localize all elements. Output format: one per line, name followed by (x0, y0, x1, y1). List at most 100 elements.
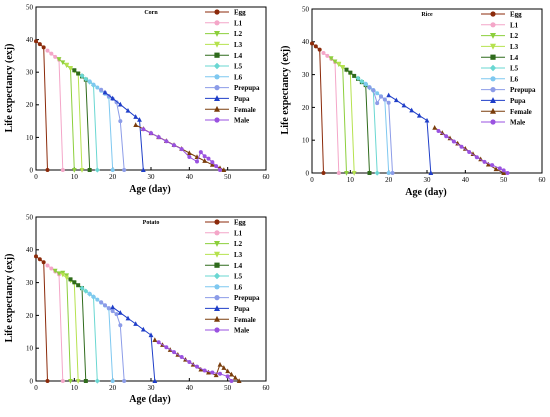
legend-entry: L4 (481, 54, 519, 62)
series-l1 (45, 263, 65, 383)
data-point (110, 309, 115, 314)
legend-marker (214, 31, 220, 37)
legend-entry: Pupa (481, 97, 526, 105)
data-point (45, 263, 50, 268)
data-point (501, 168, 506, 173)
y-tick-label: 0 (306, 169, 310, 177)
legend-entry: Female (481, 108, 532, 116)
legend-label: L1 (234, 229, 243, 237)
y-tick-label: 0 (30, 166, 34, 174)
legend-marker (214, 20, 220, 26)
data-point (94, 167, 100, 173)
series-line (47, 50, 64, 171)
data-point (103, 303, 107, 308)
legend-marker (214, 284, 220, 290)
axes (35, 6, 267, 171)
data-point (470, 151, 476, 156)
data-point (379, 94, 383, 99)
data-point (198, 366, 204, 372)
data-point (206, 156, 211, 161)
data-point (386, 100, 391, 105)
legend-entry: Egg (481, 11, 522, 19)
data-point (37, 257, 42, 262)
legend-label: Pupa (234, 95, 250, 103)
data-point (72, 68, 77, 73)
plot-frame (35, 216, 267, 382)
legend-marker (490, 11, 496, 17)
data-point (225, 374, 230, 379)
series-line (311, 43, 324, 174)
y-tick-label: 20 (26, 101, 34, 109)
legend-label: Egg (234, 219, 246, 227)
data-point (340, 65, 346, 70)
legend-entry: L1 (205, 19, 243, 27)
series-line (62, 274, 79, 382)
x-tick-label: 10 (347, 176, 355, 184)
legend-label: L2 (510, 32, 519, 40)
legend-label: L1 (234, 19, 243, 27)
series-l4 (72, 68, 92, 172)
data-point (221, 365, 227, 370)
legend-entry: Male (205, 117, 249, 125)
panel-title: Potato (143, 220, 160, 226)
data-point (45, 168, 50, 172)
legend-label: Egg (510, 11, 522, 19)
data-point (332, 59, 338, 65)
data-point (125, 107, 131, 113)
legend-marker (490, 76, 496, 82)
data-point (118, 119, 123, 124)
data-point (99, 300, 104, 305)
axes (311, 8, 543, 174)
series-line (323, 52, 340, 174)
legend-marker (214, 230, 220, 236)
data-point (195, 364, 199, 369)
panel-potato: 0 10 20 30 40 50 0 10 20 30 40 50 60 Potato Age (day) L… (4, 213, 270, 405)
x-tick-label: 60 (263, 384, 271, 392)
data-point (110, 168, 115, 172)
y-tick-label: 20 (26, 312, 34, 320)
series-female (133, 122, 227, 172)
data-point (133, 122, 139, 128)
data-point (87, 168, 92, 172)
series-line (66, 64, 83, 171)
series-line (369, 87, 393, 174)
data-point (444, 134, 449, 139)
legend-marker (490, 22, 496, 28)
legend-entry: Female (205, 106, 256, 114)
legend-entry: L5 (205, 63, 243, 71)
data-point (110, 379, 115, 383)
legend-label: L5 (510, 65, 519, 73)
data-point (493, 166, 499, 172)
legend-marker (214, 117, 220, 123)
data-point (317, 47, 322, 52)
data-point (482, 159, 487, 164)
legend-label: L1 (510, 21, 519, 29)
legend-marker (214, 241, 220, 247)
data-point (344, 67, 349, 72)
data-point (179, 147, 184, 152)
data-point (60, 272, 66, 278)
y-tick-label: 50 (26, 213, 34, 221)
data-point (497, 166, 502, 171)
series-pupa (110, 304, 158, 383)
legend-marker (214, 251, 220, 258)
panel-title: Corn (144, 10, 158, 16)
legend-label: Pupa (234, 305, 250, 313)
data-point (187, 359, 192, 364)
legend-label: Prepupa (510, 86, 536, 94)
data-point (428, 170, 434, 175)
data-point (79, 168, 85, 173)
series-l6 (87, 291, 115, 383)
series-prepupa (367, 85, 395, 175)
data-point (393, 97, 399, 103)
data-point (186, 150, 192, 156)
legend-marker (490, 43, 496, 50)
data-point (76, 71, 81, 76)
series-line (388, 94, 432, 174)
data-point (459, 144, 464, 149)
series-prepupa (99, 87, 127, 172)
data-point (95, 297, 100, 302)
series-line (70, 278, 87, 382)
series-male (141, 127, 222, 172)
data-point (41, 260, 46, 265)
